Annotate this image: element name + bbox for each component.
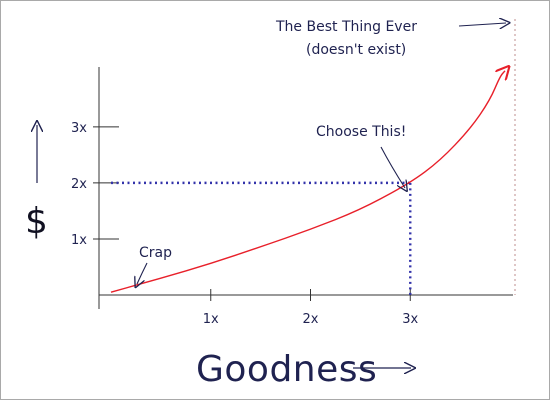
y-axis-label: $ — [25, 201, 48, 242]
annotation-choose-this: Choose This! — [316, 124, 406, 140]
x-tick-label-2: 2x — [303, 312, 319, 327]
annotation-crap: Crap — [139, 245, 172, 261]
x-tick-label-3: 3x — [402, 312, 418, 327]
axis-label-group: Goodness $ — [25, 125, 411, 390]
annotation-best-thing-ever: The Best Thing Ever — [275, 19, 417, 35]
annotation-crap-pointer — [137, 262, 148, 284]
annotation-choose-this-pointer — [380, 146, 405, 188]
series-line-1 — [110, 71, 505, 293]
y-tick-label-1: 1x — [71, 233, 87, 248]
series-group — [110, 71, 505, 293]
x-axis-label: Goodness — [196, 349, 377, 390]
annotation-doesnt-exist: (doesn't exist) — [306, 42, 406, 58]
tick-group: 1x 2x 3x 1x 2x 3x — [71, 121, 419, 327]
x-tick-label-1: 1x — [203, 312, 219, 327]
annotation-best-thing-ever-pointer — [458, 23, 506, 26]
axes — [98, 67, 513, 309]
y-tick-label-2: 2x — [71, 177, 87, 192]
guide-group — [111, 19, 516, 295]
annotation-group: Crap Choose This! The Best Thing Ever (d… — [137, 19, 506, 284]
y-tick-label-3: 3x — [71, 121, 87, 136]
